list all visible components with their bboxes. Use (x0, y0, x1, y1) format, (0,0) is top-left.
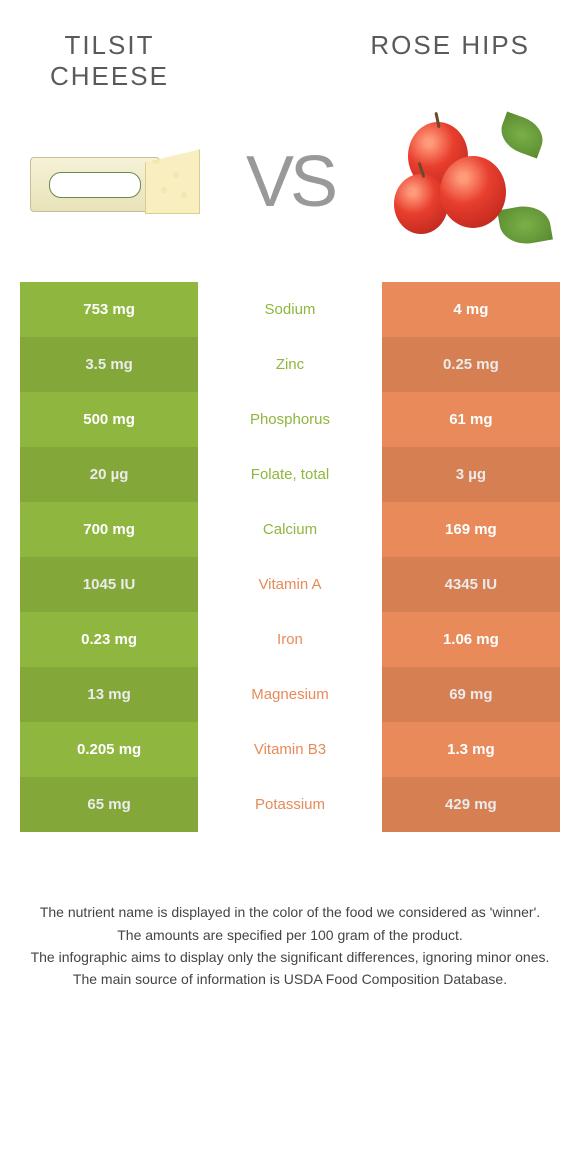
table-row: 20 µgFolate, total3 µg (20, 447, 560, 502)
left-value: 20 µg (20, 447, 198, 502)
nutrient-label: Magnesium (198, 667, 382, 722)
footnotes: The nutrient name is displayed in the co… (0, 832, 580, 989)
left-value: 13 mg (20, 667, 198, 722)
table-row: 13 mgMagnesium69 mg (20, 667, 560, 722)
food-left-title: TILSIT CHEESE (50, 30, 169, 92)
left-value: 500 mg (20, 392, 198, 447)
nutrient-label: Folate, total (198, 447, 382, 502)
food-right-title: ROSE HIPS (370, 30, 530, 92)
vs-label: VS (246, 141, 334, 223)
table-row: 0.23 mgIron1.06 mg (20, 612, 560, 667)
nutrient-label: Phosphorus (198, 392, 382, 447)
table-row: 1045 IUVitamin A4345 IU (20, 557, 560, 612)
comparison-table: 753 mgSodium4 mg3.5 mgZinc0.25 mg500 mgP… (20, 282, 560, 832)
table-row: 700 mgCalcium169 mg (20, 502, 560, 557)
right-value: 4 mg (382, 282, 560, 337)
nutrient-label: Iron (198, 612, 382, 667)
left-value: 3.5 mg (20, 337, 198, 392)
table-row: 753 mgSodium4 mg (20, 282, 560, 337)
left-value: 0.205 mg (20, 722, 198, 777)
nutrient-label: Potassium (198, 777, 382, 832)
food-left-image (30, 112, 200, 252)
right-value: 4345 IU (382, 557, 560, 612)
left-value: 753 mg (20, 282, 198, 337)
right-value: 0.25 mg (382, 337, 560, 392)
left-value: 0.23 mg (20, 612, 198, 667)
table-row: 65 mgPotassium429 mg (20, 777, 560, 832)
right-value: 1.06 mg (382, 612, 560, 667)
table-row: 3.5 mgZinc0.25 mg (20, 337, 560, 392)
left-value: 65 mg (20, 777, 198, 832)
nutrient-label: Vitamin B3 (198, 722, 382, 777)
footnote-line: The infographic aims to display only the… (30, 947, 550, 967)
header: TILSIT CHEESE ROSE HIPS (0, 0, 580, 102)
nutrient-label: Vitamin A (198, 557, 382, 612)
right-value: 61 mg (382, 392, 560, 447)
nutrient-label: Calcium (198, 502, 382, 557)
left-value: 700 mg (20, 502, 198, 557)
right-value: 3 µg (382, 447, 560, 502)
right-value: 429 mg (382, 777, 560, 832)
nutrient-label: Zinc (198, 337, 382, 392)
table-row: 500 mgPhosphorus61 mg (20, 392, 560, 447)
table-row: 0.205 mgVitamin B31.3 mg (20, 722, 560, 777)
footnote-line: The nutrient name is displayed in the co… (30, 902, 550, 922)
hero-section: VS (0, 102, 580, 282)
right-value: 69 mg (382, 667, 560, 722)
left-value: 1045 IU (20, 557, 198, 612)
cheese-icon (30, 137, 200, 227)
footnote-line: The amounts are specified per 100 gram o… (30, 925, 550, 945)
right-value: 1.3 mg (382, 722, 560, 777)
footnote-line: The main source of information is USDA F… (30, 969, 550, 989)
right-value: 169 mg (382, 502, 560, 557)
rosehip-icon (380, 112, 550, 252)
food-right-image (380, 112, 550, 252)
nutrient-label: Sodium (198, 282, 382, 337)
